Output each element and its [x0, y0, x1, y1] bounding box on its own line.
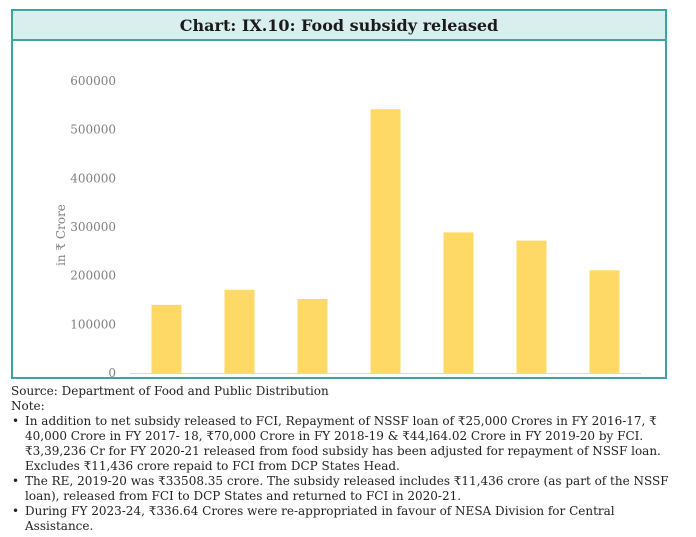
bar-2021-22 [443, 232, 474, 373]
y-tick-label: 400000 [70, 171, 116, 185]
source-line: Source: Department of Food and Public Di… [11, 384, 329, 398]
y-tick-label: 200000 [70, 269, 116, 283]
y-tick-label: 500000 [70, 123, 116, 137]
notes-section: Source: Department of Food and Public Di… [11, 384, 671, 534]
note-label: Note: [11, 399, 45, 413]
chart-frame: Chart: IX.10: Food subsidy released in ₹… [11, 9, 667, 398]
bar-2023-24 [589, 270, 620, 373]
note-item: The RE, 2019-20 was ₹33508.35 crore. The… [11, 474, 671, 504]
y-tick-label: 600000 [70, 74, 116, 88]
y-tick-label: 0 [108, 366, 116, 379]
note-item: In addition to net subsidy released to F… [11, 414, 671, 474]
bar-2020-21 [370, 109, 401, 373]
chart-title-bar: Chart: IX.10: Food subsidy released [13, 11, 665, 41]
note-item: During FY 2023-24, ₹336.64 Crores were r… [11, 504, 671, 534]
y-tick-label: 100000 [70, 317, 116, 331]
y-axis-label: in ₹ Crore [54, 204, 68, 266]
bar-chart: in ₹ Crore 0 100000 200000 300000 400000 5000… [54, 74, 641, 398]
bar-2017-18 [151, 304, 182, 373]
bar-2019-20 [297, 299, 328, 373]
bar-2018-19 [224, 289, 255, 373]
y-tick-label: 300000 [70, 220, 116, 234]
notes-list: In addition to net subsidy released to F… [11, 414, 671, 534]
chart-title: Chart: IX.10: Food subsidy released [179, 15, 499, 35]
bar-2022-23 [516, 240, 547, 373]
